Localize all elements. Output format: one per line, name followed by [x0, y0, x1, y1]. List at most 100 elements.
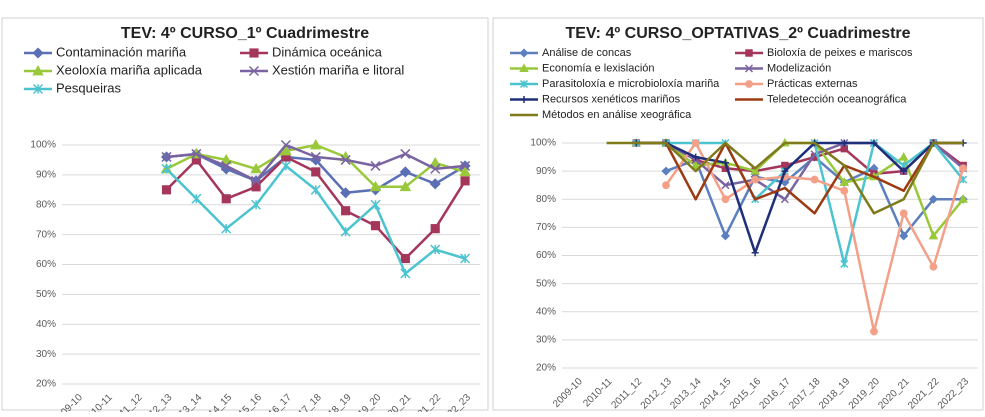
marker — [249, 48, 259, 58]
marker — [161, 163, 172, 174]
marker — [928, 194, 938, 204]
marker — [399, 180, 412, 192]
marker — [900, 167, 908, 175]
marker — [870, 139, 878, 147]
y-tick-label: 70% — [36, 229, 56, 240]
y-tick-label: 40% — [36, 319, 56, 330]
chart-title: TEV: 4º CURSO_OPTATIVAS_2º Cuadrimestre — [565, 25, 910, 42]
marker — [340, 226, 351, 237]
legend-label: Bioloxía de peixes e mariscos — [767, 47, 913, 59]
marker — [310, 184, 321, 195]
marker — [32, 47, 44, 59]
marker — [840, 186, 849, 195]
marker — [221, 194, 231, 204]
marker — [751, 249, 759, 257]
y-tick-label: 30% — [36, 349, 56, 360]
panel — [492, 17, 984, 411]
marker — [661, 166, 671, 176]
marker — [520, 96, 528, 103]
legend-label: Dinámica oceánica — [272, 44, 383, 59]
marker — [251, 199, 262, 210]
marker — [310, 151, 321, 162]
y-tick-label: 60% — [36, 259, 56, 270]
marker — [161, 185, 172, 195]
marker — [161, 151, 172, 162]
marker — [250, 162, 262, 174]
y-tick-label: 80% — [536, 194, 556, 205]
marker — [221, 160, 232, 171]
marker — [32, 83, 44, 95]
legend-label: Métodos en análise xeográfica — [542, 109, 692, 121]
marker — [928, 230, 939, 240]
legend-label: Modelización — [767, 62, 831, 74]
marker — [191, 193, 202, 204]
y-tick-label: 100% — [530, 138, 556, 149]
marker — [459, 165, 471, 177]
marker — [460, 160, 471, 171]
marker — [400, 253, 410, 264]
y-tick-label: 30% — [536, 335, 556, 346]
marker — [429, 178, 441, 190]
marker — [780, 195, 789, 204]
marker — [899, 231, 909, 241]
marker — [400, 268, 411, 279]
marker — [341, 206, 351, 216]
legend-label: Xestión mariña e litoral — [272, 62, 404, 77]
legend-label: Recursos xenéticos mariños — [542, 93, 681, 105]
legend-label: Economía e lexislación — [542, 62, 655, 74]
marker — [430, 163, 441, 174]
marker — [280, 139, 291, 151]
marker — [959, 164, 968, 173]
marker — [429, 156, 441, 168]
marker — [958, 194, 968, 203]
y-tick-label: 100% — [30, 140, 56, 151]
marker — [430, 224, 440, 234]
marker — [280, 144, 292, 156]
marker — [692, 153, 700, 161]
marker — [370, 199, 381, 210]
marker — [340, 154, 351, 165]
marker — [781, 167, 789, 175]
marker — [399, 166, 411, 178]
y-tick-label: 80% — [36, 199, 56, 210]
marker — [221, 223, 232, 234]
legend-label: Prácticas externas — [767, 78, 858, 90]
marker — [720, 231, 730, 241]
marker — [370, 221, 381, 231]
legend-label: Teledetección oceanográfica — [767, 93, 907, 105]
chart-title: TEV: 4º CURSO_1º Cuadrimestre — [121, 25, 369, 42]
series-line — [606, 141, 964, 215]
legend-label: Xeoloxía mariña aplicada — [56, 62, 203, 77]
y-tick-label: 20% — [36, 379, 56, 390]
marker — [460, 176, 470, 186]
marker — [691, 139, 700, 147]
marker — [519, 63, 529, 73]
marker — [751, 175, 760, 184]
marker — [899, 209, 908, 218]
marker — [430, 244, 441, 255]
legend-label: Contaminación mariña — [56, 44, 187, 59]
marker — [690, 160, 701, 170]
legend-label: Parasitoloxía e microbioloxía mariña — [542, 78, 720, 90]
y-tick-label: 20% — [536, 363, 556, 374]
marker — [369, 180, 382, 192]
marker — [929, 262, 938, 271]
marker — [745, 80, 753, 88]
series-line — [636, 141, 964, 254]
marker — [370, 160, 381, 171]
marker — [721, 195, 730, 204]
marker — [251, 175, 262, 186]
marker — [340, 187, 352, 199]
marker — [745, 49, 753, 57]
marker — [750, 166, 760, 175]
marker — [280, 160, 291, 171]
marker — [400, 148, 411, 159]
marker — [460, 253, 471, 264]
y-tick-label: 40% — [536, 306, 556, 317]
marker — [721, 181, 730, 190]
legend-label: Análise de concas — [542, 47, 632, 59]
marker — [32, 64, 44, 76]
legend-label: Pesqueiras — [56, 80, 122, 95]
marker — [839, 177, 850, 186]
